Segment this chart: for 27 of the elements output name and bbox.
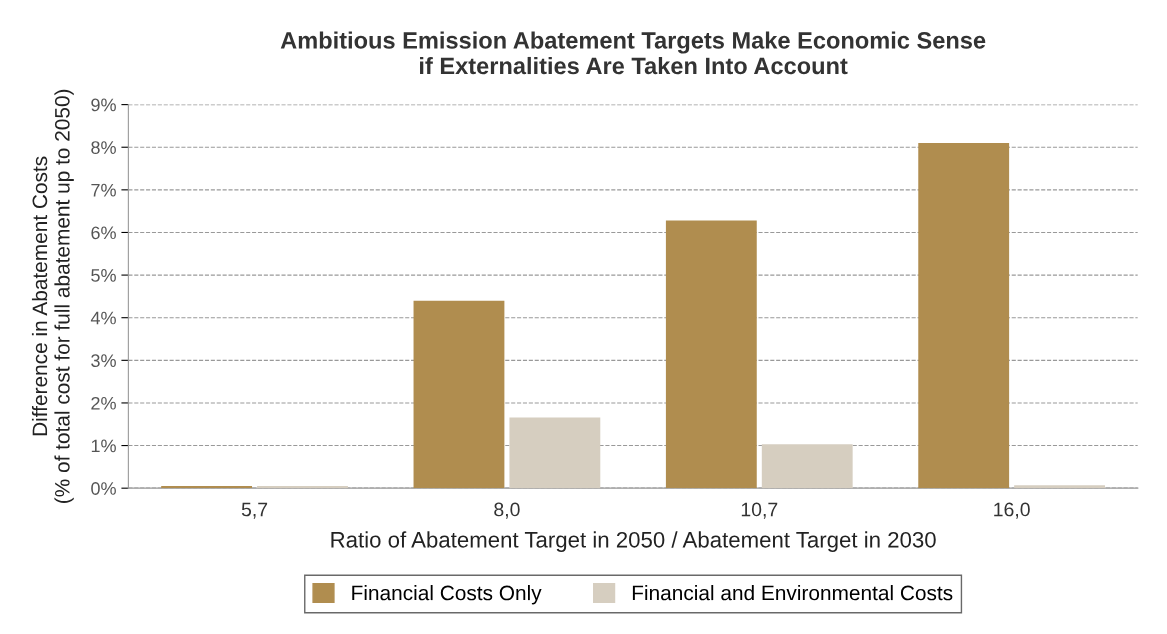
y-tick-label: 2% [91, 396, 116, 410]
bar [918, 142, 1010, 489]
legend-label: Financial and Environmental Costs [632, 585, 953, 601]
bar [413, 300, 505, 489]
bar [509, 417, 601, 489]
bar [257, 486, 348, 489]
x-tick-label: 16,0 [994, 502, 1030, 519]
y-tick-label: 0% [91, 482, 116, 495]
y-tick-label: 6% [91, 226, 116, 240]
bar [161, 486, 253, 489]
y-tick-label: 1% [91, 439, 116, 453]
x-tick-label: 8,0 [494, 502, 520, 519]
chart-title: Ambitious Emission Abatement Targets Make Economic Sense if Externalities Are Taken Into Account [280, 31, 986, 75]
x-tick-label: 5,7 [241, 502, 268, 519]
y-tick-label: 9% [91, 98, 116, 112]
y-tick-label: 8% [91, 141, 116, 154]
bar [665, 220, 757, 489]
y-tick-label: 4% [90, 311, 116, 325]
x-axis-title: Ratio of Abatement Target in 2050 / Abatement Target in 2030 [331, 531, 936, 553]
y-tick-label: 7% [91, 183, 116, 197]
y-axis-title: Difference in Abatement Costs (% of total cost for full abatement up to 2050) [31, 89, 74, 503]
bar [1014, 485, 1106, 489]
y-tick-label: 3% [91, 354, 116, 368]
y-tick-label: 5% [91, 269, 116, 282]
x-tick-label: 10,7 [741, 502, 778, 519]
legend-label: Financial Costs Only [352, 585, 542, 605]
bar [761, 444, 853, 489]
